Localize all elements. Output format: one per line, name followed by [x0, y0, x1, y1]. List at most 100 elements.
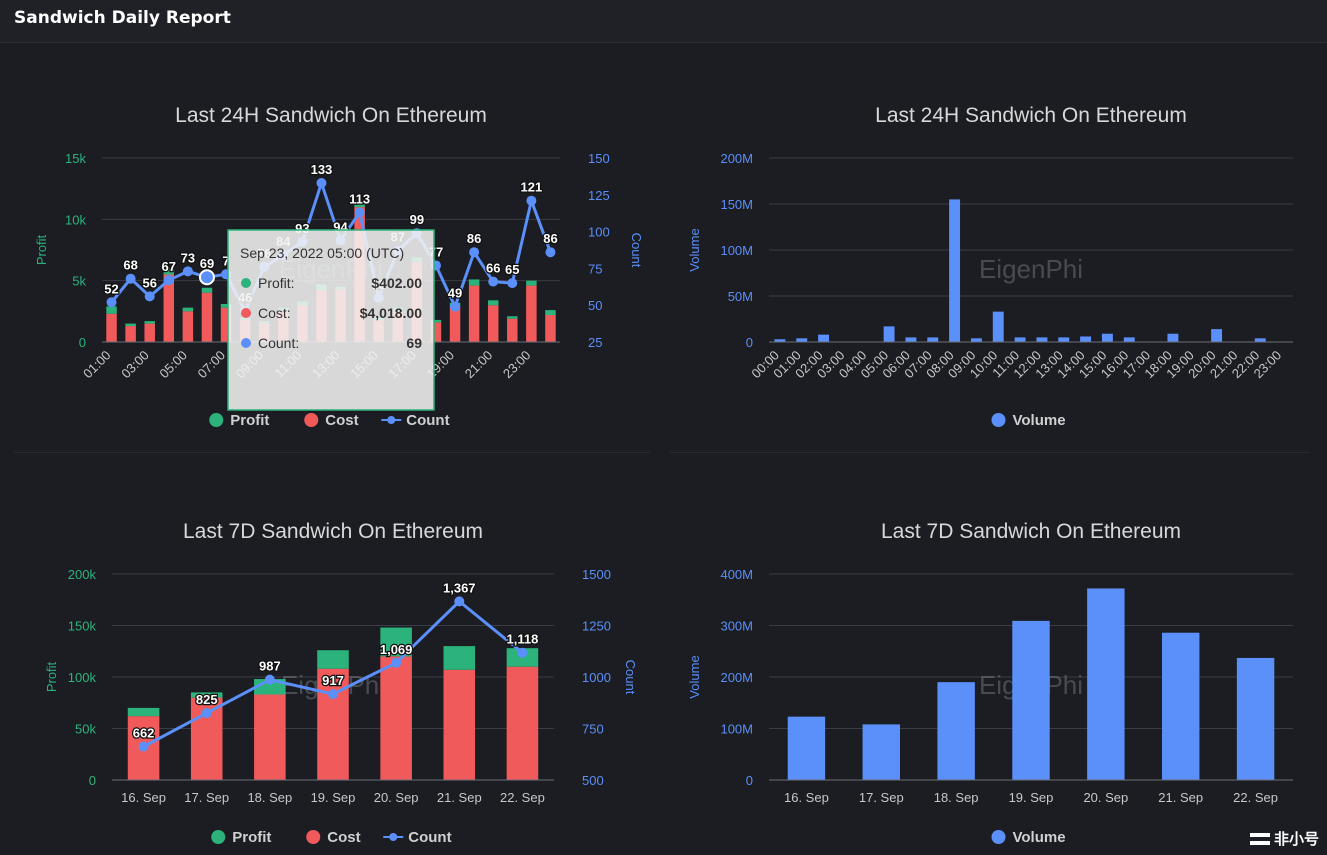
bar-cost	[443, 669, 476, 780]
chart-24h-profit-cost-count[interactable]: Last 24H Sandwich On Ethereum 0 5k 10k 15k 25…	[0, 44, 663, 452]
bar-cost	[449, 306, 461, 342]
bar-profit	[317, 650, 349, 669]
count-label: 133	[311, 162, 333, 177]
count-point	[488, 276, 499, 287]
count-point	[144, 291, 155, 302]
y-axis-label: Volume	[687, 228, 702, 271]
bar-cost	[163, 274, 175, 342]
bar-volume	[774, 339, 786, 342]
y-tick-right: 125	[588, 188, 610, 203]
x-tick-label: 16. Sep	[121, 790, 166, 805]
y-tick-left: 5k	[72, 274, 86, 289]
count-point	[264, 674, 275, 685]
y-tick-left: 100k	[68, 670, 97, 685]
bar-cost	[254, 694, 286, 780]
bar-volume	[1012, 620, 1050, 780]
count-label: 86	[467, 231, 481, 246]
bar-cost	[430, 322, 442, 342]
count-point	[507, 278, 518, 289]
bar-volume	[1162, 632, 1200, 780]
y-tick: 0	[746, 773, 753, 788]
bar-volume	[970, 338, 982, 342]
x-tick-label: 01:00	[80, 348, 114, 382]
legend-marker-count	[387, 416, 396, 424]
count-label: 49	[448, 286, 462, 301]
count-point	[450, 301, 461, 312]
count-label: 987	[259, 659, 281, 674]
logo-text: 非小号	[1273, 830, 1319, 848]
count-point	[106, 297, 117, 308]
count-label: 121	[521, 180, 543, 195]
x-tick-label: 17. Sep	[184, 790, 229, 805]
count-label: 113	[349, 191, 370, 206]
bar-cost	[526, 285, 537, 342]
x-tick-label: 18. Sep	[247, 790, 292, 805]
bar-cost	[545, 315, 556, 342]
count-label: 73	[181, 250, 195, 265]
bar-cost	[201, 292, 213, 342]
x-tick-label: 16. Sep	[784, 790, 829, 805]
report-header: Sandwich Daily Report	[0, 0, 1327, 43]
section-divider-right	[670, 452, 1310, 453]
x-tick-label: 20. Sep	[374, 790, 419, 805]
y-tick-right: 75	[588, 261, 602, 276]
y-tick-left: 10k	[65, 212, 86, 227]
bar-volume	[927, 337, 939, 342]
y-tick: 50M	[728, 289, 753, 304]
bar-volume	[1123, 337, 1135, 342]
y-tick: 200M	[720, 151, 753, 166]
legend-label-count: Count	[408, 829, 451, 846]
count-label: 86	[543, 231, 557, 246]
tooltip-label-count: Count:	[258, 335, 299, 351]
bar-profit	[545, 310, 556, 316]
chart-24h-volume[interactable]: Last 24H Sandwich On Ethereum 0 50M 100M 150…	[663, 44, 1327, 452]
bar-profit	[190, 692, 223, 698]
bar-profit	[125, 323, 136, 327]
bar-cost	[125, 326, 136, 342]
legend-marker-count	[389, 833, 398, 841]
chart-7d-profit-cost-count[interactable]: Last 7D Sandwich On Ethereum 0 50k 100k 150k…	[0, 460, 663, 855]
chart-title: Last 7D Sandwich On Ethereum	[881, 520, 1181, 543]
bar-cost	[468, 285, 480, 342]
count-label: 99	[410, 212, 424, 227]
bar-volume	[1058, 337, 1070, 342]
bar-cost	[380, 656, 412, 780]
count-point	[182, 266, 193, 277]
count-point	[328, 689, 338, 700]
count-label: 825	[196, 692, 218, 707]
count-point	[526, 195, 537, 206]
bar-volume	[1087, 588, 1125, 780]
count-label: 1,069	[380, 642, 413, 657]
x-tick-label: 21. Sep	[437, 790, 482, 805]
y-tick-left: 150k	[68, 619, 97, 634]
y-tick-right: 1000	[582, 670, 611, 685]
count-point	[201, 708, 212, 719]
bar-volume	[1211, 329, 1223, 342]
y-tick-left: 200k	[68, 567, 97, 582]
bar-profit	[182, 307, 194, 312]
bar-cost	[220, 307, 232, 342]
y-axis-label-right: Count	[629, 233, 644, 268]
y-tick-left: 0	[89, 773, 96, 788]
count-point	[545, 247, 556, 258]
count-point	[163, 275, 174, 286]
bar-volume	[796, 338, 808, 342]
bar-profit	[127, 707, 160, 717]
count-point	[316, 178, 327, 189]
count-label: 56	[142, 275, 156, 290]
y-tick: 300M	[720, 619, 753, 634]
x-tick-label: 22. Sep	[1233, 790, 1278, 805]
chart-7d-volume[interactable]: Last 7D Sandwich On Ethereum 0 100M 200M 300…	[663, 460, 1327, 855]
y-tick: 400M	[720, 567, 753, 582]
legend-label-profit: Profit	[232, 829, 271, 846]
y-tick: 150M	[720, 197, 753, 212]
x-tick-label: 17. Sep	[859, 790, 904, 805]
tooltip-marker-count	[241, 338, 251, 348]
bar-profit	[487, 300, 499, 306]
y-axis-label-right: Count	[623, 660, 638, 695]
y-tick-right: 150	[588, 151, 610, 166]
y-tick-left: 15k	[65, 151, 86, 166]
tooltip-label-profit: Profit:	[258, 275, 295, 291]
count-point	[354, 207, 365, 218]
bar-volume	[905, 337, 917, 342]
